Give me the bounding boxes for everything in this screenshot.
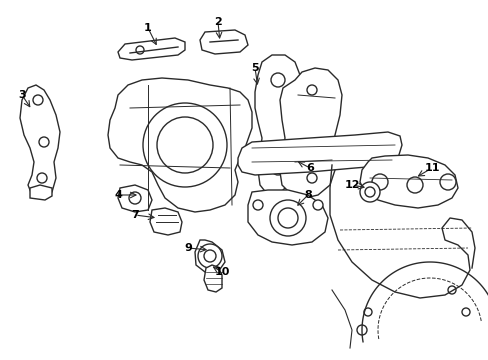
- Text: 7: 7: [131, 210, 139, 220]
- Circle shape: [363, 308, 371, 316]
- Circle shape: [157, 117, 213, 173]
- Polygon shape: [20, 85, 60, 198]
- Polygon shape: [30, 185, 52, 200]
- Polygon shape: [203, 265, 222, 292]
- Circle shape: [305, 147, 314, 157]
- Circle shape: [364, 187, 374, 197]
- Text: 11: 11: [424, 163, 439, 173]
- Circle shape: [136, 46, 143, 54]
- Circle shape: [359, 182, 379, 202]
- Polygon shape: [359, 155, 457, 208]
- Polygon shape: [254, 55, 302, 195]
- Circle shape: [406, 177, 422, 193]
- Circle shape: [306, 85, 316, 95]
- Polygon shape: [118, 185, 152, 212]
- Circle shape: [356, 325, 366, 335]
- Circle shape: [447, 286, 455, 294]
- Circle shape: [270, 161, 285, 175]
- Text: 5: 5: [251, 63, 258, 73]
- Circle shape: [269, 200, 305, 236]
- Circle shape: [312, 200, 323, 210]
- Text: 6: 6: [305, 163, 313, 173]
- Circle shape: [37, 173, 47, 183]
- Polygon shape: [195, 240, 224, 272]
- Circle shape: [203, 250, 216, 262]
- Circle shape: [461, 308, 469, 316]
- Text: 9: 9: [183, 243, 192, 253]
- Polygon shape: [118, 38, 184, 60]
- Circle shape: [142, 103, 226, 187]
- Text: 3: 3: [18, 90, 26, 100]
- Text: 1: 1: [144, 23, 152, 33]
- Circle shape: [439, 174, 455, 190]
- Polygon shape: [238, 132, 401, 175]
- Circle shape: [39, 137, 49, 147]
- Circle shape: [198, 244, 222, 268]
- Text: 8: 8: [304, 190, 311, 200]
- Polygon shape: [247, 190, 327, 245]
- Polygon shape: [150, 208, 182, 235]
- Text: 4: 4: [114, 190, 122, 200]
- Text: 10: 10: [214, 267, 229, 277]
- Circle shape: [33, 95, 43, 105]
- Circle shape: [278, 208, 297, 228]
- Circle shape: [306, 173, 316, 183]
- Circle shape: [270, 73, 285, 87]
- Text: 2: 2: [214, 17, 222, 27]
- Text: 12: 12: [344, 180, 359, 190]
- Polygon shape: [200, 30, 247, 54]
- Circle shape: [129, 192, 141, 204]
- Circle shape: [252, 200, 263, 210]
- Circle shape: [371, 174, 387, 190]
- Polygon shape: [108, 78, 251, 212]
- Polygon shape: [280, 68, 341, 198]
